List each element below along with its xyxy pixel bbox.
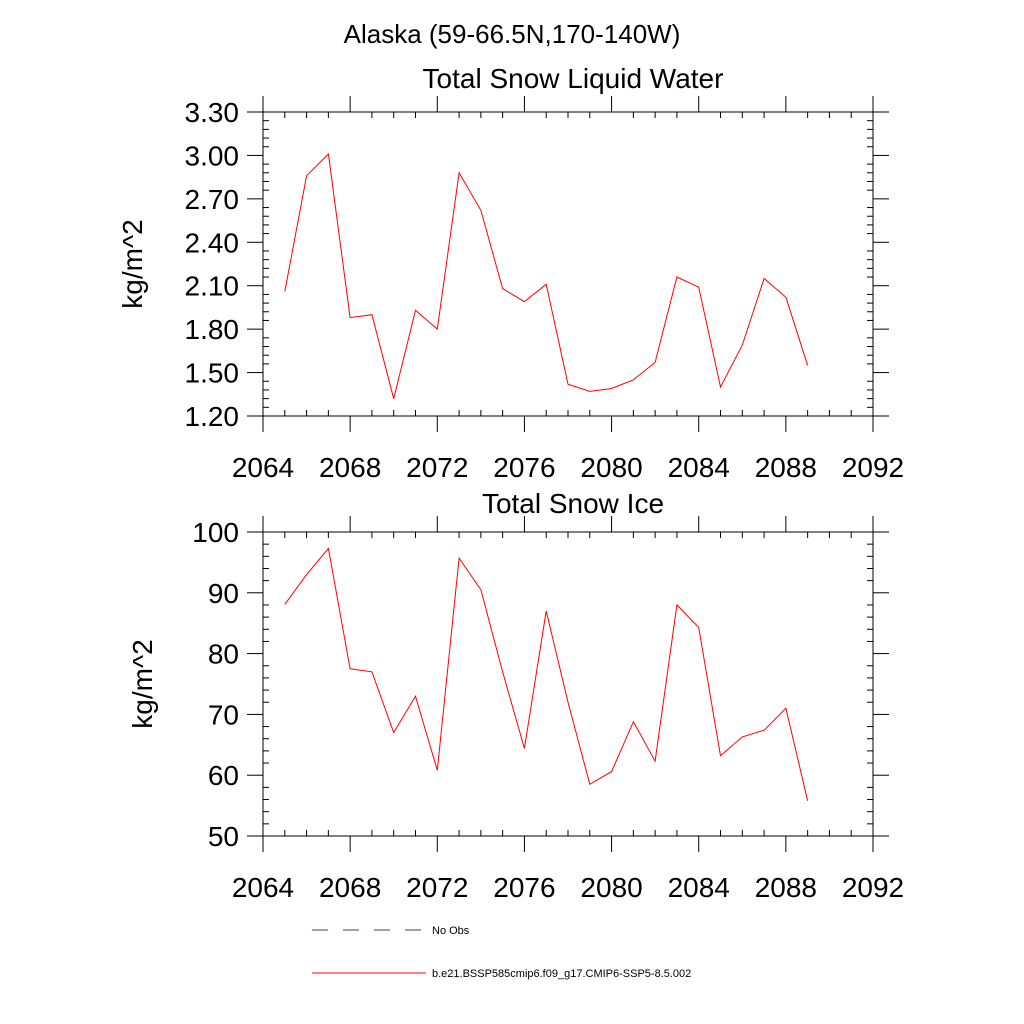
x-tick-label: 2076 <box>493 452 555 483</box>
plot-frame <box>262 111 874 417</box>
y-axis-label: kg/m^2 <box>127 639 158 728</box>
y-tick-label: 3.00 <box>185 140 240 171</box>
panel-title: Total Snow Liquid Water <box>423 63 724 94</box>
x-tick-label: 2064 <box>232 452 294 483</box>
x-tick-label: 2092 <box>842 872 904 903</box>
y-tick-label: 1.20 <box>185 401 240 432</box>
y-tick-label: 70 <box>208 699 239 730</box>
figure-title: Alaska (59-66.5N,170-140W) <box>344 19 681 49</box>
x-tick-label: 2088 <box>755 452 817 483</box>
plot-frame <box>262 531 874 837</box>
y-axis-label: kg/m^2 <box>117 219 148 308</box>
panel-snow-liquid-water: Total Snow Liquid Water 2064 2068 2072 2076 2… <box>117 63 904 483</box>
y-tick-label: 80 <box>208 639 239 670</box>
y-tick-label: 3.30 <box>185 97 240 128</box>
panel-title: Total Snow Ice <box>482 488 664 519</box>
y-tick-label: 2.10 <box>185 271 240 302</box>
y-tick-label: 1.50 <box>185 358 240 389</box>
y-tick-label: 60 <box>208 760 239 791</box>
series-line <box>284 547 809 801</box>
x-tick-label: 2068 <box>319 452 381 483</box>
x-tick-label: 2084 <box>668 452 730 483</box>
series-line <box>284 152 809 399</box>
panel-snow-ice: Total Snow Ice 2064 2068 2072 2076 2080 2084 20… <box>127 488 904 903</box>
y-tick-label: 100 <box>192 517 239 548</box>
y-tick-label: 1.80 <box>185 314 240 345</box>
x-tick-label: 2080 <box>580 452 642 483</box>
x-tick-label: 2072 <box>406 452 468 483</box>
x-tick-label: 2084 <box>668 872 730 903</box>
x-tick-label: 2072 <box>406 872 468 903</box>
x-tick-label: 2092 <box>842 452 904 483</box>
y-tick-label: 2.70 <box>185 184 240 215</box>
x-tick-label: 2080 <box>580 872 642 903</box>
legend: No Obs b.e21.BSSP585cmip6.f09_g17.CMIP6-S… <box>312 925 691 980</box>
legend-label: b.e21.BSSP585cmip6.f09_g17.CMIP6-SSP5-8.… <box>432 968 691 980</box>
y-tick-label: 90 <box>208 578 239 609</box>
x-tick-label: 2088 <box>755 872 817 903</box>
x-tick-label: 2068 <box>319 872 381 903</box>
x-tick-label: 2076 <box>493 872 555 903</box>
x-tick-label: 2064 <box>232 872 294 903</box>
legend-label: No Obs <box>432 925 470 937</box>
y-tick-label: 2.40 <box>185 227 240 258</box>
y-tick-label: 50 <box>208 821 239 852</box>
